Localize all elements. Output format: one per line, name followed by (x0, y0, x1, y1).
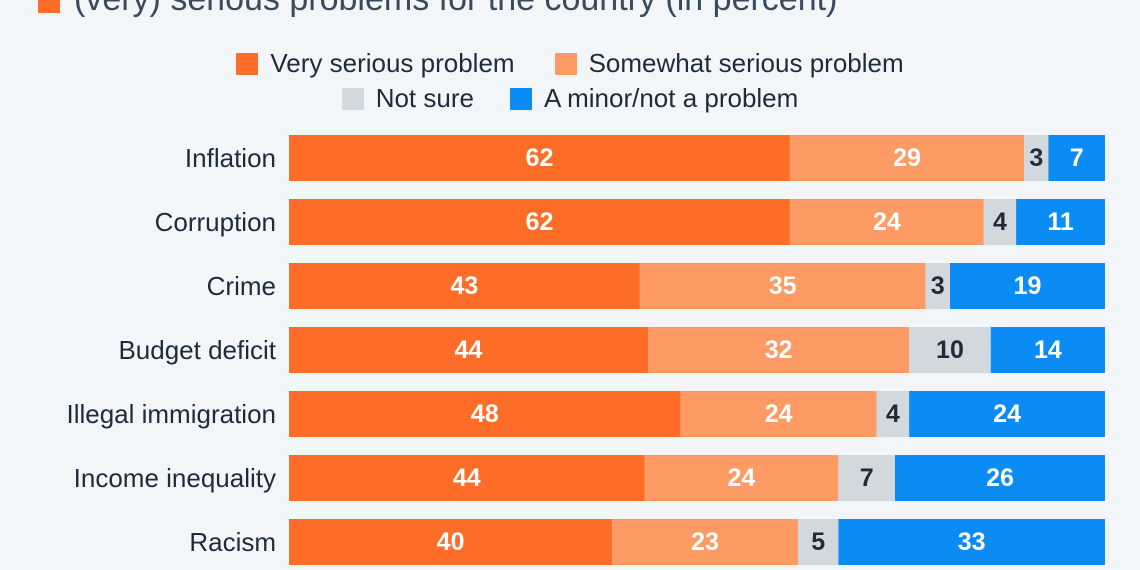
bar-value-label: 23 (691, 528, 719, 556)
legend-label: Very serious problem (270, 48, 515, 78)
bar-segment (983, 199, 1017, 245)
legend-swatch (509, 87, 532, 110)
bar-value-label: 44 (455, 336, 483, 364)
bar-value-label: 24 (728, 464, 756, 492)
bar-segment (789, 135, 1025, 181)
bar-value-label: 33 (958, 528, 986, 556)
bar-segment (838, 519, 1105, 565)
bar-value-label: 11 (1047, 208, 1074, 236)
bar-segment (644, 455, 839, 501)
bar-value-label: 3 (1029, 144, 1043, 172)
bar-value-label: 40 (437, 528, 465, 556)
bar-value-label: 24 (873, 208, 901, 236)
bar-value-label: 62 (526, 144, 554, 172)
bar-segment (876, 391, 910, 437)
legend-item-somewhat-serious: Somewhat serious problem (554, 48, 904, 79)
bar-value-label: 7 (860, 464, 874, 492)
legend-swatch (236, 52, 259, 75)
legend-second-row: Not sure A minor/not a problem (0, 83, 1140, 114)
bar-segment (648, 327, 910, 373)
chart-title: (very) serious problems for the country … (38, 0, 837, 24)
bar-segment (639, 263, 926, 309)
bar-segment (289, 519, 613, 565)
bar-value-label: 3 (931, 272, 945, 300)
bar-value-label: 48 (471, 400, 499, 428)
bar-value-label: 26 (986, 464, 1014, 492)
legend-item-very-serious: Very serious problem (236, 48, 515, 79)
bar-value-label: 24 (993, 400, 1021, 428)
bar-segment (838, 455, 895, 501)
bar-segment (289, 199, 790, 245)
category-label: Racism (189, 527, 276, 557)
legend: Very serious problem Somewhat serious pr… (0, 48, 1140, 79)
bar-value-label: 5 (811, 528, 825, 556)
category-label: Illegal immigration (66, 399, 276, 429)
bar-value-label: 29 (893, 144, 921, 172)
bar-value-label: 24 (765, 400, 793, 428)
bar-value-label: 32 (765, 336, 793, 364)
bar-segment (925, 263, 950, 309)
legend-item-minor-problem: A minor/not a problem (509, 83, 799, 114)
bar-segment (797, 519, 839, 565)
bar-segment (909, 391, 1105, 437)
bar-value-label: 44 (453, 464, 481, 492)
category-label: Corruption (155, 207, 276, 237)
bar-value-label: 19 (1014, 272, 1042, 300)
category-label: Inflation (185, 143, 276, 173)
bar-value-label: 10 (936, 336, 964, 364)
bar-segment (289, 263, 640, 309)
category-label: Income inequality (74, 463, 276, 493)
bar-segment (894, 455, 1105, 501)
category-label: Budget deficit (118, 335, 276, 365)
bar-segment (680, 391, 877, 437)
legend-swatch (554, 52, 577, 75)
legend-label: Not sure (375, 83, 474, 113)
bar-segment (789, 199, 984, 245)
chart-title-text: (very) serious problems for the country … (74, 0, 837, 19)
bar-value-label: 14 (1034, 336, 1062, 364)
bar-segment (990, 327, 1105, 373)
legend-label: A minor/not a problem (543, 83, 799, 113)
bar-segment (289, 327, 649, 373)
bar-value-label: 4 (886, 400, 900, 428)
bar-value-label: 62 (526, 208, 554, 236)
legend-label: Somewhat serious problem (588, 48, 904, 78)
bar-segment (1048, 135, 1105, 181)
bar-segment (289, 391, 681, 437)
bar-value-label: 35 (769, 272, 797, 300)
bar-segment (289, 455, 645, 501)
legend-item-not-sure: Not sure (341, 83, 474, 114)
bar-value-label: 7 (1070, 144, 1084, 172)
bar-segment (1024, 135, 1049, 181)
legend-swatch (341, 87, 364, 110)
bar-segment (1016, 199, 1105, 245)
category-label: Crime (207, 271, 276, 301)
bar-segment (612, 519, 798, 565)
bar-segment (909, 327, 991, 373)
bar-value-label: 43 (451, 272, 479, 300)
title-swatch (38, 0, 60, 13)
bar-segment (289, 135, 790, 181)
bar-segment (949, 263, 1105, 309)
bar-value-label: 4 (993, 208, 1007, 236)
